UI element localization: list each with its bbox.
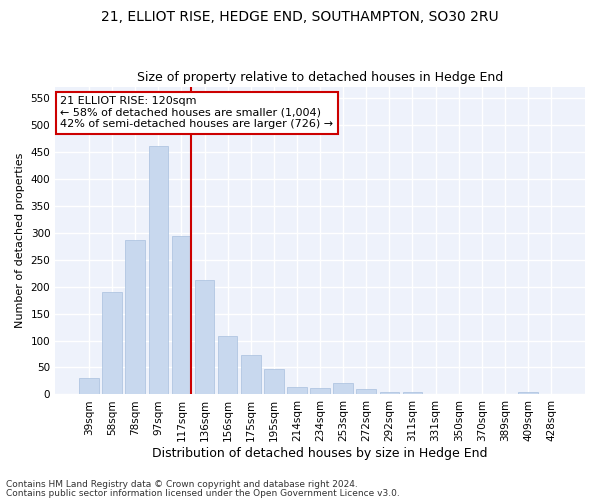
Text: Contains HM Land Registry data © Crown copyright and database right 2024.: Contains HM Land Registry data © Crown c… — [6, 480, 358, 489]
Bar — [125, 240, 145, 394]
Bar — [103, 292, 122, 394]
Bar — [241, 354, 260, 395]
Bar — [356, 389, 376, 394]
Text: 21 ELLIOT RISE: 120sqm
← 58% of detached houses are smaller (1,004)
42% of semi-: 21 ELLIOT RISE: 120sqm ← 58% of detached… — [61, 96, 334, 130]
Bar — [334, 383, 353, 394]
Bar — [264, 369, 284, 394]
X-axis label: Distribution of detached houses by size in Hedge End: Distribution of detached houses by size … — [152, 447, 488, 460]
Bar — [195, 280, 214, 394]
Bar — [380, 392, 399, 394]
Y-axis label: Number of detached properties: Number of detached properties — [15, 153, 25, 328]
Text: Contains public sector information licensed under the Open Government Licence v3: Contains public sector information licen… — [6, 488, 400, 498]
Bar — [172, 236, 191, 394]
Bar — [218, 336, 238, 394]
Bar — [79, 378, 99, 394]
Title: Size of property relative to detached houses in Hedge End: Size of property relative to detached ho… — [137, 72, 503, 85]
Bar — [310, 388, 330, 394]
Bar — [287, 388, 307, 394]
Bar — [518, 392, 538, 394]
Bar — [403, 392, 422, 394]
Bar — [149, 146, 168, 394]
Text: 21, ELLIOT RISE, HEDGE END, SOUTHAMPTON, SO30 2RU: 21, ELLIOT RISE, HEDGE END, SOUTHAMPTON,… — [101, 10, 499, 24]
